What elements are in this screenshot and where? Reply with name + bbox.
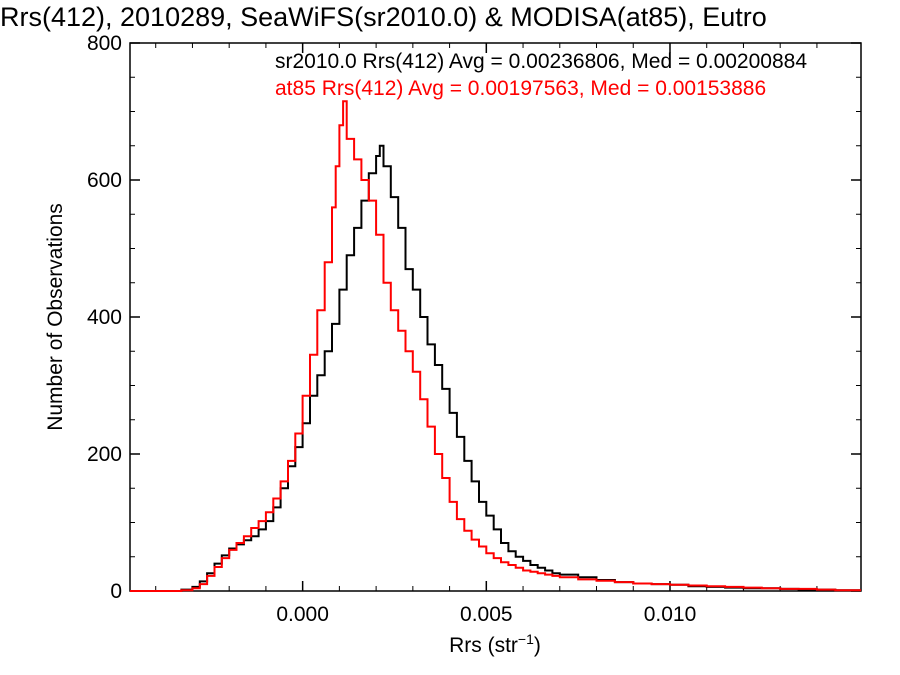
series-line-0: [130, 144, 861, 592]
legend-entry-1: at85 Rrs(412) Avg = 0.00197563, Med = 0.…: [275, 77, 766, 100]
x-tick-label: 0.010: [644, 603, 697, 626]
x-tick-label: 0.005: [460, 603, 513, 626]
legend-entry-0: sr2010.0 Rrs(412) Avg = 0.00236806, Med …: [275, 50, 807, 73]
x-axis-label: Rrs (str−1): [449, 631, 541, 657]
series-line-1: [130, 100, 861, 592]
x-tick-label: 0.000: [276, 603, 329, 626]
y-tick-label: 600: [87, 169, 122, 192]
legend: sr2010.0 Rrs(412) Avg = 0.00236806, Med …: [275, 50, 807, 100]
y-tick-label: 800: [87, 32, 122, 55]
chart-title: Rrs(412), 2010289, SeaWiFS(sr2010.0) & M…: [0, 2, 767, 32]
series-group: [130, 100, 861, 592]
y-tick-label: 400: [87, 306, 122, 329]
y-axis-label: Number of Observations: [44, 203, 67, 431]
plot-frame: [129, 42, 862, 592]
y-tick-label: 0: [110, 580, 122, 603]
y-tick-label: 200: [87, 443, 122, 466]
axis-ticks: 0 200 400 600 800 0.000 0.005 0.010: [87, 32, 861, 626]
